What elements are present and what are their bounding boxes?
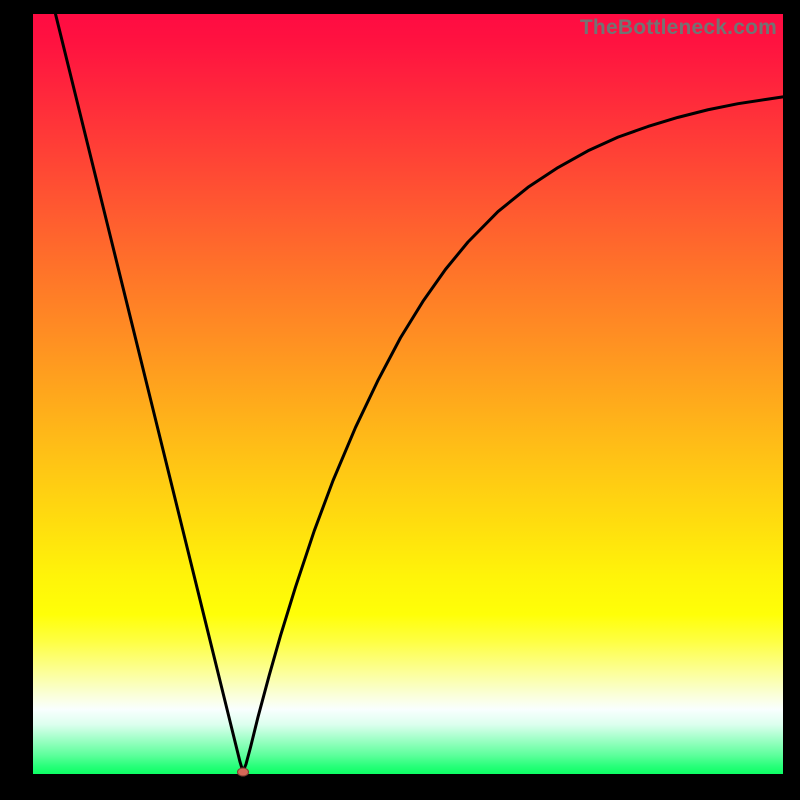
plot-area: TheBottleneck.com [33, 14, 783, 774]
watermark-text: TheBottleneck.com [580, 14, 783, 40]
bottleneck-chart: TheBottleneck.com [0, 0, 800, 800]
optimal-point-marker [237, 768, 249, 777]
bottleneck-curve [33, 14, 783, 774]
